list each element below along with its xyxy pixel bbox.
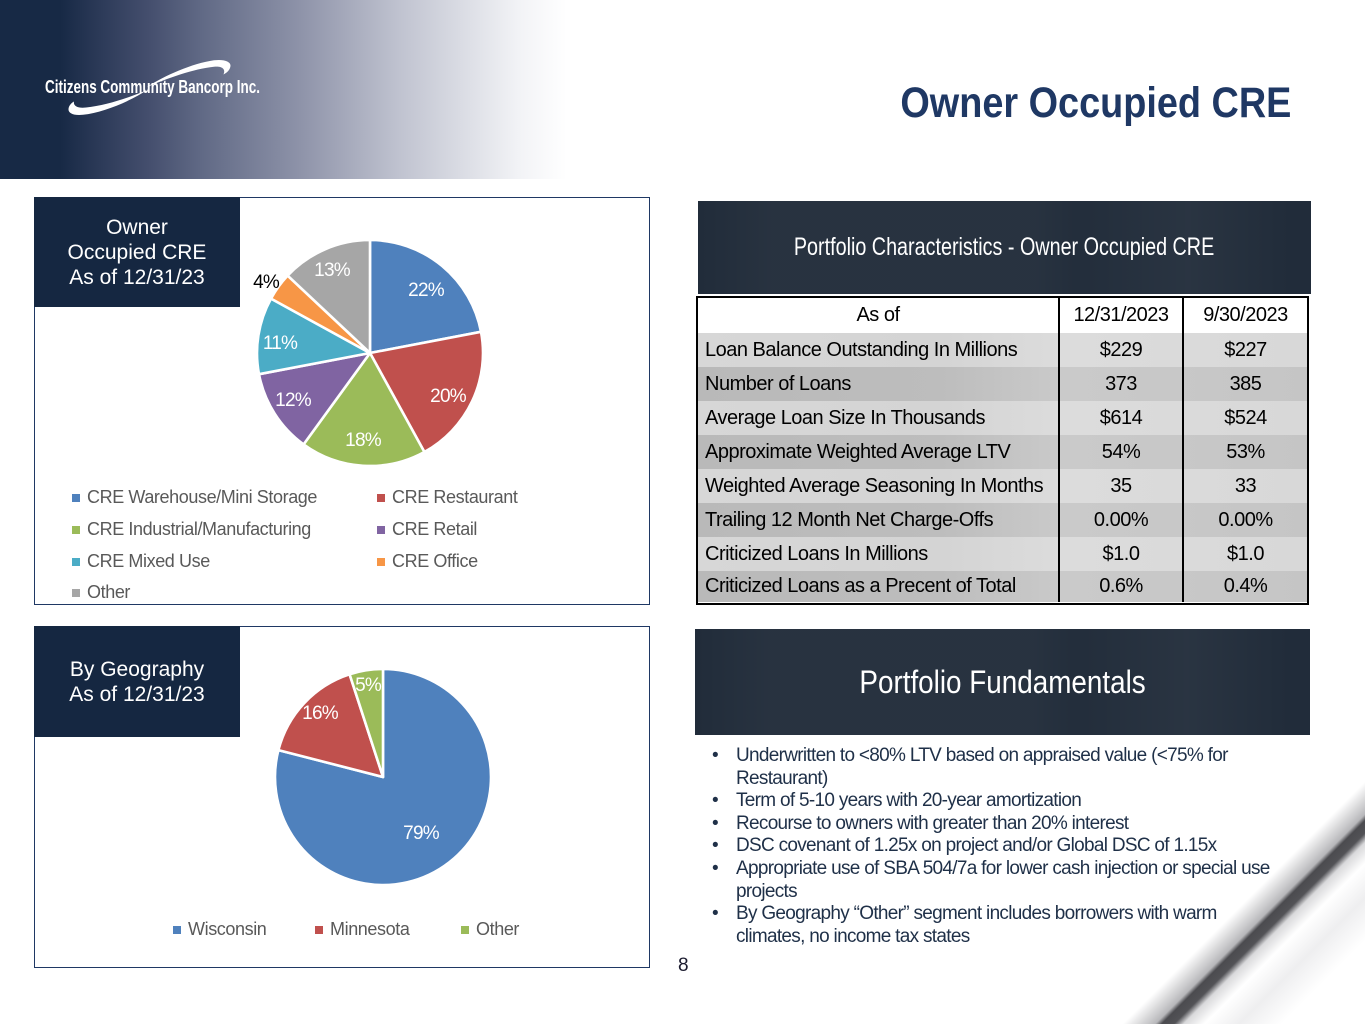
svg-text:Citizens Community Bancorp Inc: Citizens Community Bancorp Inc. [45,77,260,97]
